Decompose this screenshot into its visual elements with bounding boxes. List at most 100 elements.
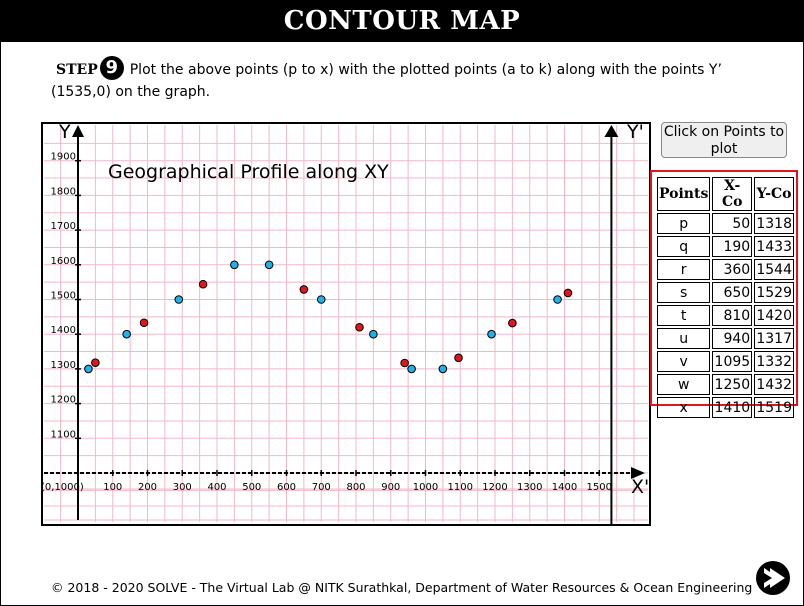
y-tick-label: 1200 — [51, 395, 76, 406]
step-instruction-text: Plot the above points (p to x) with the … — [51, 62, 722, 100]
table-row: q 190 1433 — [657, 236, 794, 257]
x-tick-label: 500 — [242, 482, 261, 493]
y-tick-label: 1800 — [51, 186, 76, 197]
y-coordinate: 1318 — [754, 213, 794, 234]
table-row: t 810 1420 — [657, 305, 794, 326]
plotted-point-blue — [264, 260, 274, 270]
chart-ticks: 100 200 300 400 500 600 700 800 900 1000 1100 1200 1… — [51, 152, 612, 493]
x-tick-label: 600 — [277, 482, 296, 493]
point-name: p — [657, 213, 711, 234]
contour-profile-chart[interactable]: 100 200 300 400 500 600 700 800 900 1000 1100 1200 1… — [41, 122, 651, 526]
x-coordinate: 940 — [712, 328, 753, 349]
x-coordinate: 1410 — [712, 397, 753, 418]
y-prime-arrow-icon — [604, 125, 619, 137]
plotted-point-red — [400, 358, 409, 368]
origin-label: (0,1000) — [41, 482, 84, 493]
plotted-point-blue — [84, 364, 93, 374]
y-tick-label: 1300 — [51, 360, 76, 371]
chart-border — [41, 122, 651, 526]
step-instruction: STEP 9 Plot the above points (p to x) with… — [51, 56, 771, 103]
table-row: w 1250 1432 — [657, 374, 794, 395]
x-coordinate: 190 — [712, 236, 753, 257]
x-tick-label: 700 — [312, 482, 331, 493]
points-table-panel: Points X-Co Y-Co p 50 1318 q 190 1433 r … — [650, 170, 798, 418]
y-coordinate: 1332 — [754, 351, 794, 372]
x-coordinate: 50 — [712, 213, 753, 234]
plotted-point-blue — [316, 295, 326, 304]
x-tick-label: 100 — [103, 482, 122, 493]
y-tick-label: 1900 — [51, 152, 76, 163]
y-axis-arrow-icon — [72, 125, 84, 137]
plotted-point-blue — [369, 329, 378, 339]
x-coordinate: 1250 — [712, 374, 753, 395]
x-tick-label: 1500 — [587, 482, 612, 493]
table-row: s 650 1529 — [657, 282, 794, 303]
x-coordinate: 1095 — [712, 351, 753, 372]
plot-points-button[interactable]: Click on Points to plot — [661, 122, 787, 158]
x-tick-label: 200 — [138, 482, 157, 493]
x-coordinate: 810 — [712, 305, 753, 326]
header-points: Points — [657, 177, 711, 211]
x-tick-label: 300 — [173, 482, 192, 493]
x-tick-label: 1000 — [413, 482, 438, 493]
point-name: v — [657, 351, 711, 372]
y-coordinate: 1433 — [754, 236, 794, 257]
plotted-point-blue — [407, 364, 416, 374]
y-tick-label: 1500 — [51, 291, 76, 302]
x-coordinate: 650 — [712, 282, 753, 303]
chart-axes — [44, 125, 645, 524]
point-name: u — [657, 328, 711, 349]
points-table: Points X-Co Y-Co p 50 1318 q 190 1433 r … — [655, 175, 796, 420]
x-axis-name: X' — [631, 476, 649, 498]
plotted-point-red — [454, 353, 463, 363]
point-name: t — [657, 305, 711, 326]
chart-grid — [44, 125, 648, 522]
header-y-co: Y-Co — [754, 177, 794, 211]
point-name: s — [657, 282, 711, 303]
table-row: r 360 1544 — [657, 259, 794, 280]
x-tick-label: 800 — [346, 482, 365, 493]
x-coordinate: 360 — [712, 259, 753, 280]
x-tick-label: 1300 — [517, 482, 542, 493]
plotted-point-blue — [230, 260, 239, 270]
y-coordinate: 1317 — [754, 328, 794, 349]
point-name: r — [657, 259, 711, 280]
x-axis-arrow-icon — [631, 467, 645, 479]
plotted-point-red — [299, 285, 309, 294]
x-tick-label: 1400 — [552, 482, 577, 493]
point-name: q — [657, 236, 711, 257]
y-tick-label: 1600 — [51, 256, 76, 267]
point-name: w — [657, 374, 711, 395]
plotted-point-red — [198, 279, 208, 289]
y-coordinate: 1519 — [754, 397, 794, 418]
plotted-point-blue — [487, 329, 496, 339]
footer-copyright: © 2018 - 2020 SOLVE - The Virtual Lab @ … — [51, 580, 753, 595]
table-row: p 50 1318 — [657, 213, 794, 234]
table-row: x 1410 1519 — [657, 397, 794, 418]
header-x-co: X-Co — [712, 177, 753, 211]
plotted-point-red — [139, 318, 149, 328]
page-title: CONTOUR MAP — [0, 0, 804, 42]
x-tick-label: 1200 — [482, 482, 507, 493]
chart-points — [84, 260, 573, 374]
y-tick-label: 1400 — [51, 325, 76, 336]
table-row: u 940 1317 — [657, 328, 794, 349]
y-coordinate: 1420 — [754, 305, 794, 326]
y-coordinate: 1529 — [754, 282, 794, 303]
next-arrow-icon[interactable] — [755, 560, 791, 596]
plotted-point-blue — [438, 364, 448, 374]
chart-title: Geographical Profile along XY — [108, 161, 389, 183]
point-name: x — [657, 397, 711, 418]
plotted-point-blue — [122, 329, 131, 339]
plotted-point-blue — [174, 295, 184, 304]
y-coordinate: 1432 — [754, 374, 794, 395]
x-tick-label: 900 — [381, 482, 400, 493]
plotted-point-red — [563, 288, 573, 298]
plotted-point-red — [355, 322, 364, 332]
y-tick-label: 1700 — [51, 221, 76, 232]
plotted-point-blue — [553, 295, 562, 304]
y-axis-name: Y — [58, 122, 71, 143]
table-row: v 1095 1332 — [657, 351, 794, 372]
y-coordinate: 1544 — [754, 259, 794, 280]
x-tick-label: 1100 — [448, 482, 473, 493]
